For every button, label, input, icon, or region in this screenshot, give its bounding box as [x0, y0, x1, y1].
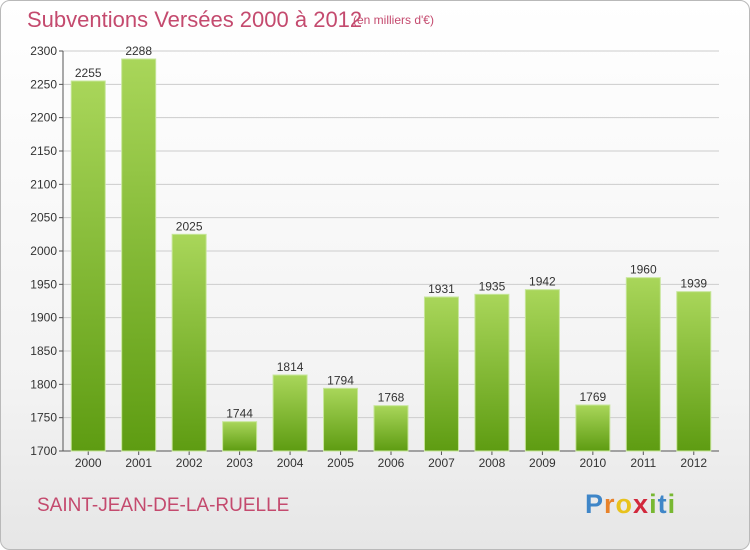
bar — [474, 293, 510, 452]
x-tick-label: 2008 — [479, 456, 506, 470]
x-tick-label: 2005 — [327, 456, 354, 470]
data-label: 2025 — [176, 219, 203, 233]
data-label: 1768 — [378, 391, 405, 405]
y-tick-label: 1750 — [30, 411, 57, 425]
y-tick-label: 2150 — [30, 144, 57, 158]
x-tick-labels: 2000 2001 2002 2003 2004 2005 2006 2007 2008 2009… — [75, 456, 708, 470]
bar — [272, 374, 308, 452]
proxiti-logo: Proxiti — [585, 489, 676, 520]
y-tick-label: 1800 — [30, 377, 57, 391]
data-label: 1744 — [226, 407, 253, 421]
x-tick-label: 2009 — [529, 456, 556, 470]
data-label: 1769 — [579, 390, 606, 404]
data-label: 2288 — [125, 44, 152, 58]
logo-letter: t — [657, 489, 668, 519]
data-label: 1931 — [428, 282, 455, 296]
logo-letter: P — [585, 489, 605, 519]
y-tick-label: 1950 — [30, 277, 57, 291]
bar — [524, 289, 560, 452]
bar — [121, 58, 157, 452]
bar — [625, 277, 661, 452]
unit-note: (en milliers d'€) — [353, 13, 434, 27]
logo-letter: o — [615, 489, 634, 519]
commune-name: SAINT-JEAN-DE-LA-RUELLE — [37, 495, 290, 516]
x-tick-label: 2002 — [176, 456, 203, 470]
data-label: 1942 — [529, 275, 556, 289]
y-tick-label: 1850 — [30, 344, 57, 358]
y-tick-label: 2000 — [30, 244, 57, 258]
x-tick-label: 2012 — [680, 456, 707, 470]
data-label: 1794 — [327, 373, 354, 387]
x-tick-label: 2006 — [378, 456, 405, 470]
data-label: 1939 — [680, 277, 707, 291]
bar — [171, 233, 207, 452]
bar — [676, 291, 712, 452]
x-tick-label: 2010 — [579, 456, 606, 470]
x-tick-label: 2001 — [125, 456, 152, 470]
x-tick-label: 2011 — [630, 456, 656, 470]
bars — [70, 58, 712, 452]
logo-letter: i — [649, 489, 658, 519]
bar — [70, 80, 106, 452]
bar — [373, 405, 409, 452]
x-tick-label: 2003 — [226, 456, 253, 470]
bar — [423, 296, 459, 452]
data-label: 1935 — [479, 279, 506, 293]
y-tick-label: 1900 — [30, 311, 57, 325]
y-tick-label: 2050 — [30, 211, 57, 225]
bar — [222, 421, 258, 452]
y-tick-label: 1700 — [30, 444, 57, 458]
bar — [575, 404, 611, 452]
x-tick-label: 2000 — [75, 456, 102, 470]
y-tick-label: 2200 — [30, 111, 57, 125]
data-label: 1814 — [277, 360, 304, 374]
bar — [323, 387, 359, 452]
data-label: 1960 — [630, 263, 657, 277]
data-label: 2255 — [75, 66, 102, 80]
logo-letter: x — [633, 489, 650, 519]
y-tick-labels: 1700 1750 1800 1850 1900 1950 2000 2050 2100 2150… — [30, 44, 57, 458]
x-tick-label: 2007 — [428, 456, 455, 470]
data-labels: 2255 2288 2025 1744 1814 1794 1768 1931 1935 1942… — [75, 44, 708, 421]
y-tick-label: 2300 — [30, 44, 57, 58]
chart-title: Subventions Versées 2000 à 2012 — [27, 7, 363, 32]
x-tick-label: 2004 — [277, 456, 304, 470]
y-tick-label: 2100 — [30, 177, 57, 191]
logo-letter: r — [604, 489, 616, 519]
logo-letter: i — [667, 489, 677, 519]
y-tick-label: 2250 — [30, 77, 57, 91]
